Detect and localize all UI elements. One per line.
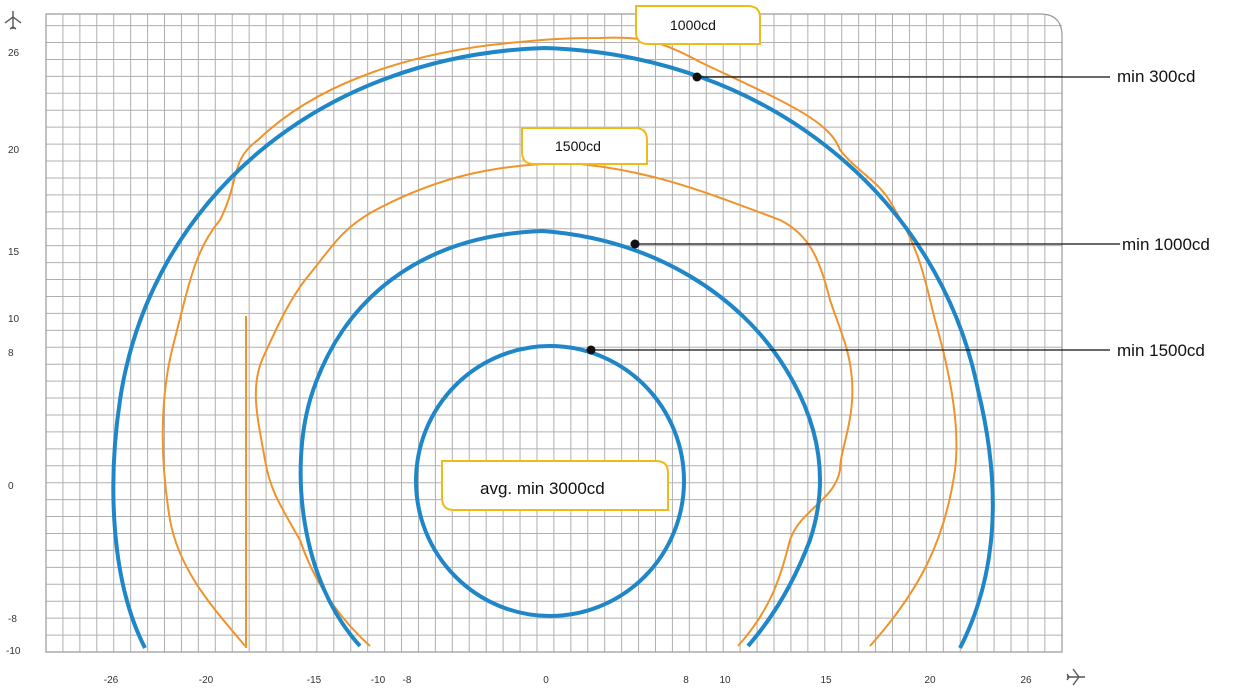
curve-min-1500cd [414, 344, 686, 618]
airplane-up-icon [4, 11, 22, 30]
x-tick: 15 [820, 675, 832, 686]
marker-dot-inner [586, 345, 596, 355]
curve-min-300cd [111, 45, 995, 649]
callout-min-1000cd: min 1000cd [1122, 235, 1210, 254]
curve-min-1000cd [298, 228, 822, 648]
y-tick: 20 [8, 145, 20, 156]
box-avg-3000cd: avg. min 3000cd [441, 460, 669, 511]
box-1500cd-label: 1500cd [555, 138, 601, 154]
y-tick: 0 [8, 481, 14, 492]
marker-dot-middle [630, 239, 640, 249]
y-tick: -8 [8, 614, 17, 625]
y-tick: 8 [8, 348, 14, 359]
x-tick: -20 [199, 675, 214, 686]
x-tick: -10 [371, 675, 386, 686]
frame [45, 13, 1063, 653]
x-tick: -26 [104, 675, 119, 686]
box-1500cd: 1500cd [521, 127, 648, 165]
x-tick: 20 [924, 675, 936, 686]
y-tick-labels: 26 20 15 10 8 0 -8 -10 [6, 48, 21, 657]
grid [46, 14, 1062, 652]
x-tick: 0 [543, 675, 549, 686]
box-1000cd-label: 1000cd [670, 17, 716, 33]
box-1000cd: 1000cd [635, 5, 761, 45]
x-tick: 8 [683, 675, 689, 686]
x-tick: 10 [719, 675, 731, 686]
y-tick: -10 [6, 646, 21, 657]
box-avg-3000cd-label: avg. min 3000cd [480, 479, 605, 498]
x-tick-labels: -26 -20 -15 -10 -8 0 8 10 15 20 26 [104, 675, 1032, 686]
y-tick: 15 [8, 247, 20, 258]
y-tick: 26 [8, 48, 20, 59]
airplane-right-icon [1066, 668, 1085, 686]
contour-1000cd [161, 36, 958, 647]
x-tick: -15 [307, 675, 322, 686]
marker-dot-outer [692, 72, 702, 82]
x-tick: -8 [403, 675, 412, 686]
y-tick: 10 [8, 314, 20, 325]
callout-min-300cd: min 300cd [1117, 67, 1195, 86]
callout-min-1500cd: min 1500cd [1117, 341, 1205, 360]
x-tick: 26 [1020, 675, 1032, 686]
